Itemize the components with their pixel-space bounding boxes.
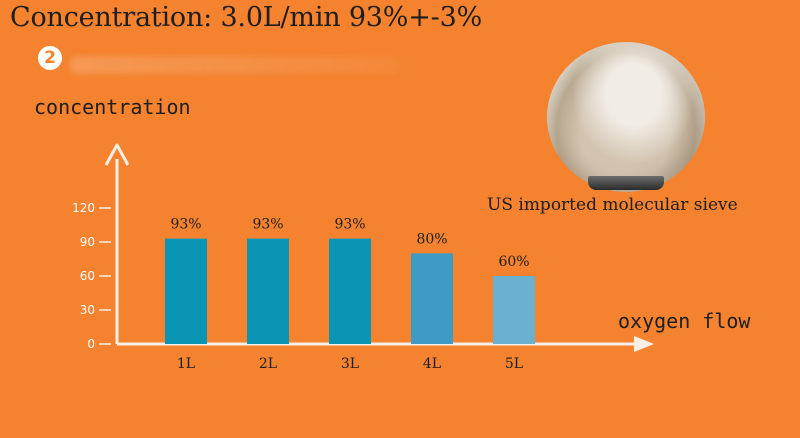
photo-holder-base bbox=[588, 176, 664, 190]
x-axis-arrow bbox=[634, 336, 654, 352]
y-tick-label: 90 bbox=[80, 235, 95, 249]
x-tick-label: 1L bbox=[177, 356, 195, 372]
bar bbox=[411, 253, 453, 344]
bar bbox=[329, 238, 371, 344]
y-tick-label: 120 bbox=[72, 201, 95, 215]
step-number-badge: 2 bbox=[38, 46, 62, 70]
y-axis-title: concentration bbox=[34, 95, 191, 119]
molecular-sieve-photo bbox=[547, 42, 705, 192]
bar-value-label: 93% bbox=[252, 217, 283, 233]
bar bbox=[165, 238, 207, 344]
bar bbox=[247, 238, 289, 344]
photo-caption: US imported molecular sieve bbox=[487, 195, 738, 215]
x-tick-label: 2L bbox=[259, 356, 277, 372]
y-tick-label: 60 bbox=[80, 269, 95, 283]
x-tick-label: 3L bbox=[341, 356, 359, 372]
bar-value-label: 93% bbox=[170, 217, 201, 233]
x-axis-title: oxygen flow bbox=[618, 309, 751, 333]
x-tick-label: 5L bbox=[505, 356, 523, 372]
y-axis-arrow bbox=[104, 143, 130, 166]
x-tick-label: 4L bbox=[423, 356, 441, 372]
y-tick-label: 30 bbox=[80, 303, 95, 317]
bar bbox=[493, 276, 535, 344]
bar-value-label: 60% bbox=[498, 254, 529, 270]
page-title: Concentration: 3.0L/min 93%+-3% bbox=[10, 2, 483, 33]
bar-value-label: 80% bbox=[416, 231, 447, 247]
blurred-subtitle-strip bbox=[70, 56, 400, 74]
bar-value-label: 93% bbox=[334, 217, 365, 233]
y-tick-label: 0 bbox=[87, 337, 95, 351]
